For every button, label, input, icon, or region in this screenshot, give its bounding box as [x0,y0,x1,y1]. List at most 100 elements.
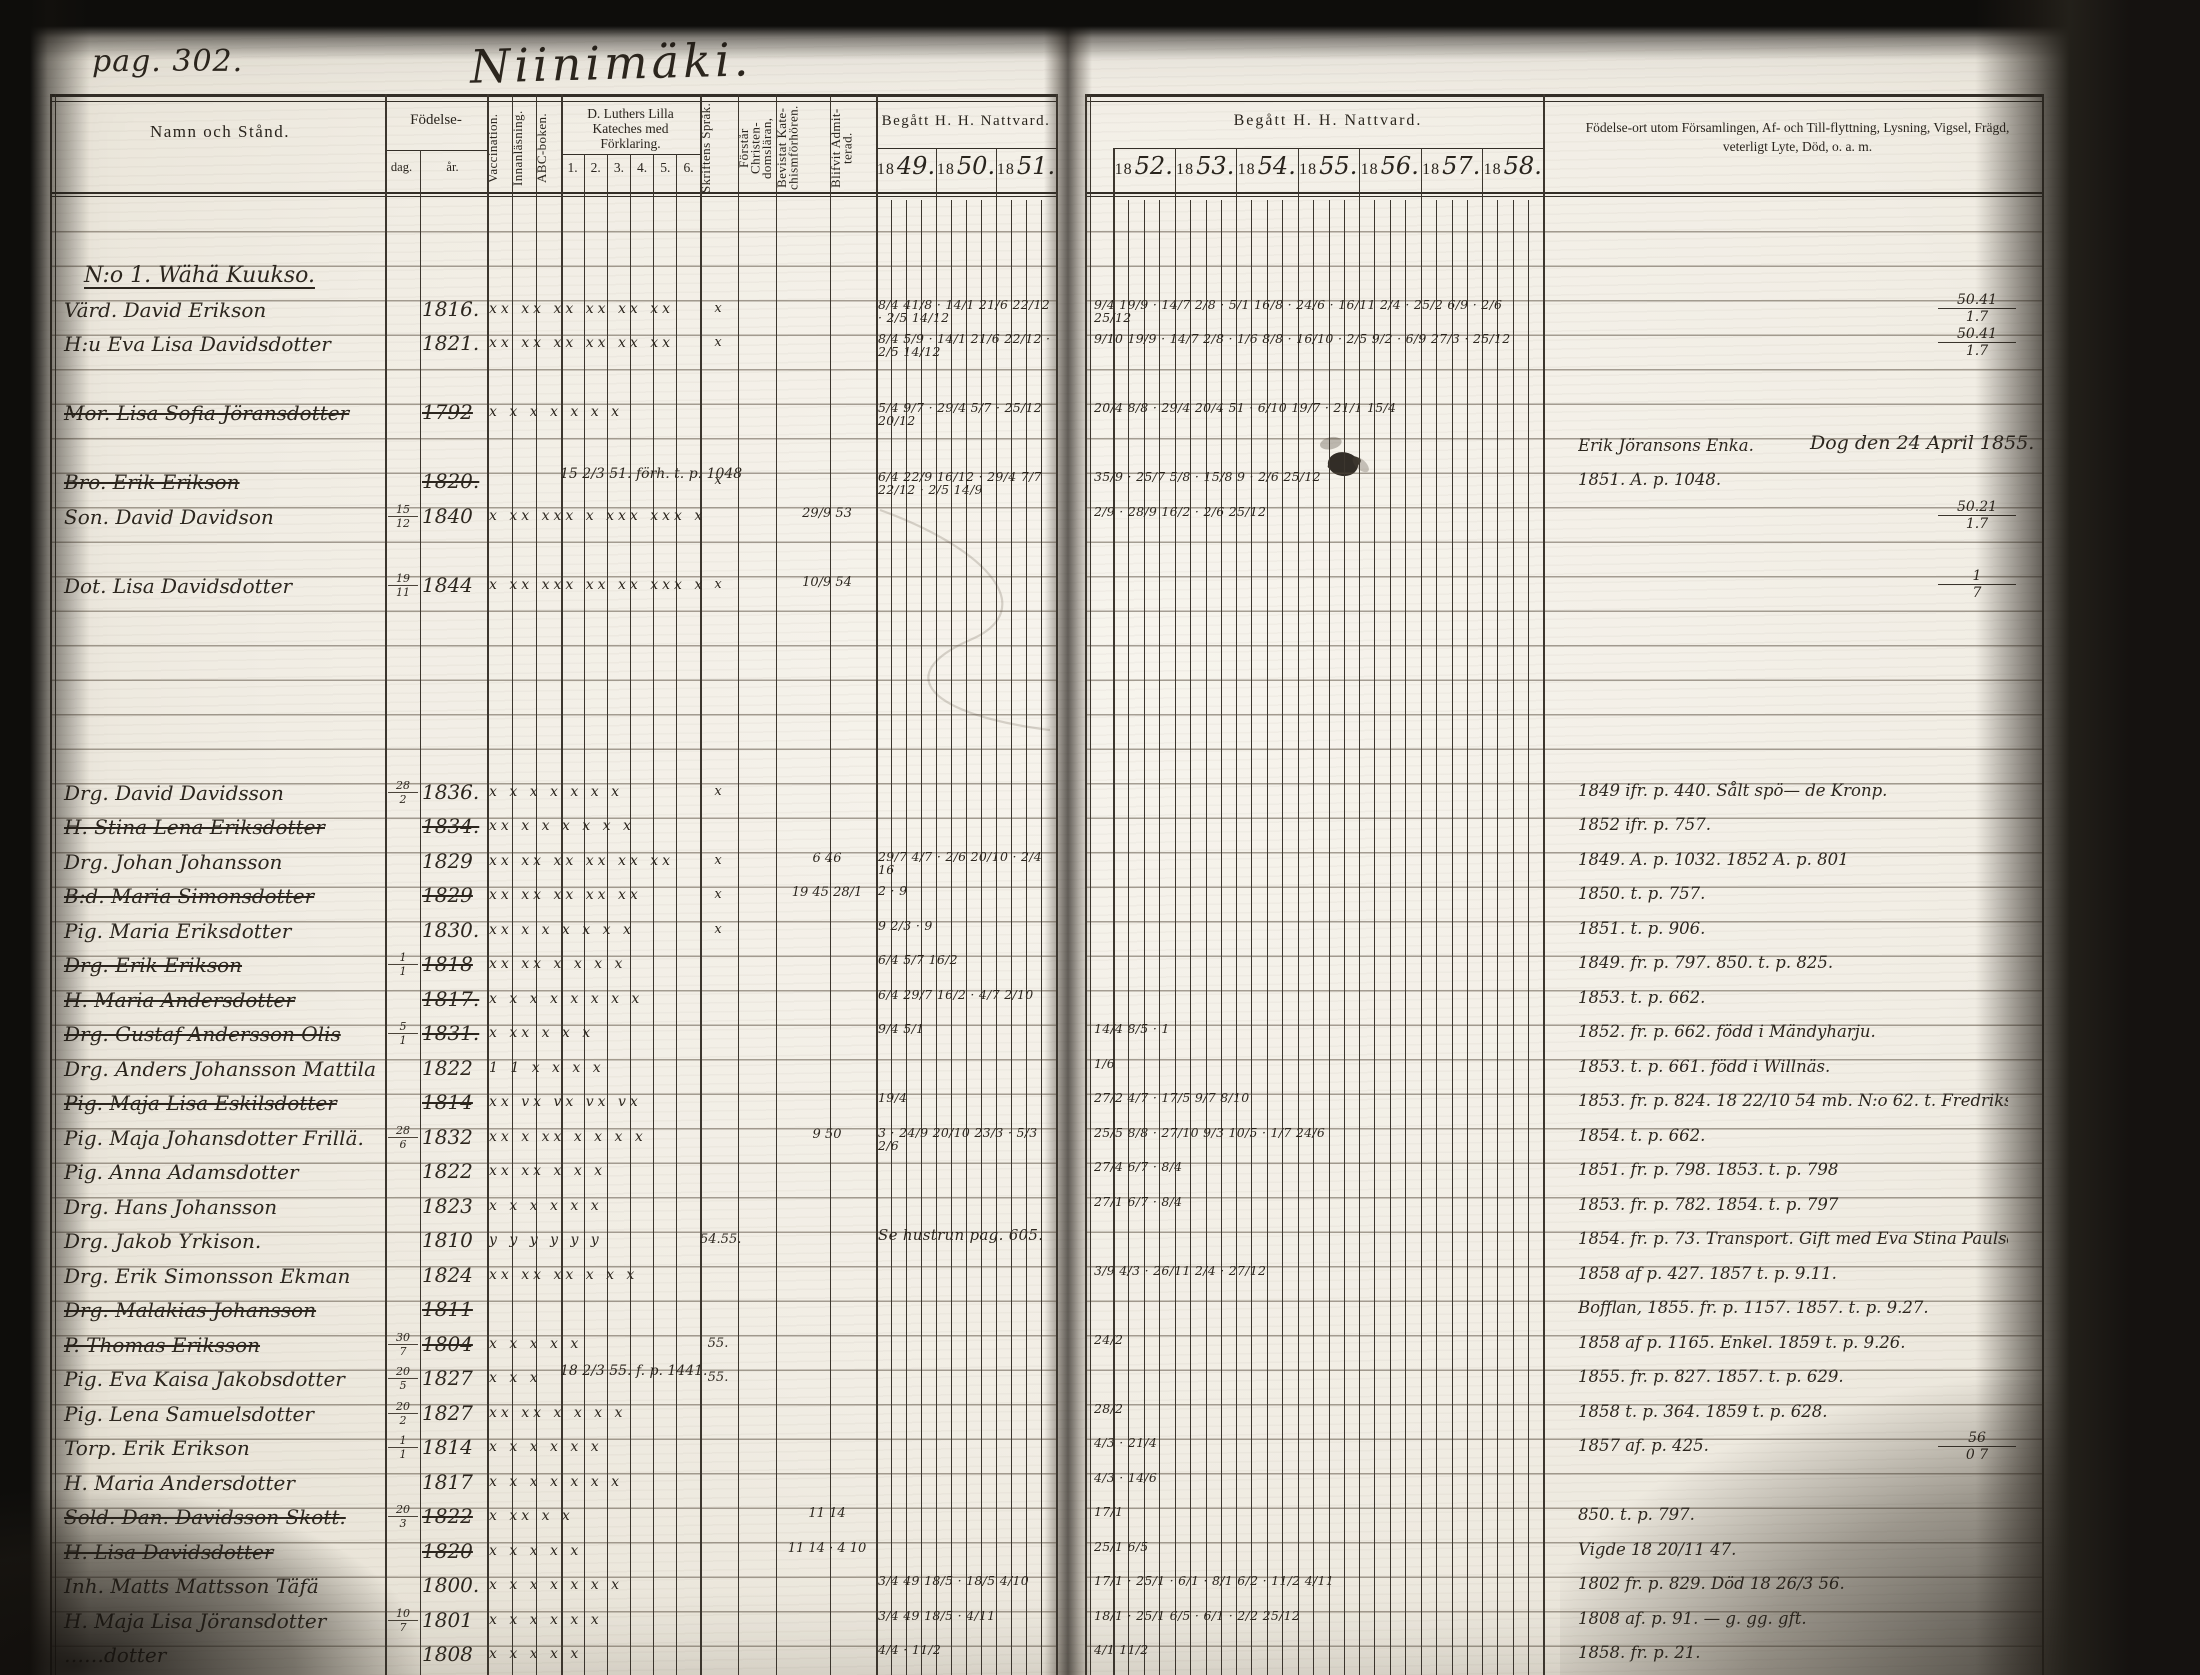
grid-vline [951,200,952,1675]
scripture-mark: x [714,300,722,316]
margin-note: 1852 ifr. p. 757. [1578,815,1711,834]
grid-vline [1435,200,1437,1675]
record-row: ……dotter 1808 x x x x x 4/4 · 11/2 4/1 11/2 1… [0,1639,2200,1673]
scripture-mark: x [714,783,722,799]
grid-vline [1113,148,1115,1675]
grid-vline [420,150,421,1675]
record-row: Torp. Erik Erikson 1 1 1814 x x x x x x 4/3 ·… [0,1430,2200,1466]
grid-hline [385,150,487,152]
grid-hline [1085,94,2042,97]
column-header-birth-day: dag. [390,160,413,174]
birth-day: 20 5 [388,1365,418,1392]
admitted-mark: 11 14 · 4 10 [787,1540,867,1556]
person-name: H. Stina Lena Eriksdotter [64,815,325,839]
record-row: Drg. Erik Erikson 1 1 1818 xx xx x x x x 6/4 … [0,949,2200,983]
catechism-marks: x xx x x x [489,1025,595,1041]
communion-dates-1852-58: 27/4 6/7 · 8/4 [1094,1160,1183,1173]
communion-dates-1849-51: 6/4 29/7 16/2 · 4/7 2/10 [878,987,1034,1001]
margin-note: 1851. fr. p. 798. 1853. t. p. 798 [1578,1160,1839,1179]
grid-vline [1390,200,1391,1675]
record-row: P. Thomas Eriksson 30 7 1804 x x x x x 55. 24/… [0,1329,2200,1363]
year-header: 1857. [1422,152,1481,180]
catechism-subcolumn-label: 3. [613,160,624,175]
communion-dates-1852-58: 4/1 11/2 [1094,1643,1149,1656]
grid-vline [738,94,739,1675]
birth-day: 15 12 [388,503,418,530]
grid-vline [561,94,563,1675]
admitted-mark: 29/9 53 [802,505,852,521]
record-row: H. Maria Andersdotter 1817. x x x x x x x … [0,984,2200,1018]
scripture-mark: 54.55. [700,1232,742,1247]
record-row: Inh. Matts Mattsson Täfä 1800. x x x x x x… [0,1570,2200,1604]
column-header-reading: Innanläsning. [510,110,525,186]
column-header-communion-right: Begått H. H. Nattvard. [1233,112,1423,129]
catechism-marks: x x x x x [489,1646,583,1662]
margin-note: 1854. t. p. 662. [1578,1125,1706,1145]
person-name: B:d. Maria Simonsdotter [64,884,315,908]
margin-note: 1853. t. p. 662. [1578,987,1706,1007]
communion-dates-1849-51: 19/4 [878,1091,908,1104]
person-name: Drg. Hans Johansson [64,1194,278,1219]
birth-year: 1844 [422,572,473,597]
catechism-marks: xx vx vx vx vx [489,1094,642,1110]
birth-year: 1820. [422,469,480,493]
person-name: Pig. Eva Kaisa Jakobsdotter [64,1367,345,1391]
scripture-mark: 55. [707,1335,729,1351]
catechism-marks: x x x x x x x [489,1577,623,1593]
grid-vline [1297,148,1299,1675]
margin-note: 1849. A. p. 1032. 1852 A. p. 801 [1578,849,1849,869]
grid-hline [50,94,1056,97]
column-header-vaccination: Vaccination. [485,113,500,183]
person-name: H:u Eva Lisa Davidsdotter [64,332,331,356]
person-name: Drg. Malakias Johansson [64,1298,317,1322]
grid-vline [676,154,677,1675]
death-note: Dog den 24 April 1855. [1810,431,2035,454]
person-name: H. Lisa Davidsdotter [64,1539,274,1564]
catechism-marks: x xx xxx xx xx xxx x x [489,576,704,593]
grid-vline [1359,148,1360,1675]
year-header: 1850. [936,152,996,180]
column-header-attended: Bevistat Kate- chismförhören. [774,105,801,191]
grid-vline [1466,200,1468,1675]
margin-note: 1808 af. p. 91. — g. gg. gft. [1578,1608,1807,1628]
grid-vline [1026,200,1027,1675]
record-row: Son. David Davidson 15 12 1840 x xx xxx x xx… [0,499,2200,535]
record-row: Drg. Anders Johansson Mattila 1822 1 1 x x… [0,1053,2200,1087]
grid-vline [906,200,907,1675]
catechism-note: 15 2/3 51. förh. t. p. 1048 [560,466,743,482]
record-row: Pig. Maja Johansdotter Frillä. 28 6 1832 xx … [0,1122,2200,1156]
birth-year: 1829 [422,848,473,873]
tally-fraction: 50.41 1.7 [1938,292,2016,325]
birth-day: 20 3 [388,1503,418,1530]
scripture-mark: x [714,887,722,902]
margin-note: 1849. fr. p. 797. 850. t. p. 825. [1578,953,1834,972]
catechism-marks: x x x [489,1370,542,1386]
column-header-admitted: Blifvit Admit- terad. [828,108,855,188]
grid-vline [1328,200,1330,1675]
grid-vline [996,148,997,1675]
birth-year: 1810 [422,1228,473,1252]
communion-dates-1849-51: 4/4 · 11/2 [878,1643,942,1656]
record-row: Drg. Erik Simonsson Ekman 1824 xx xx xx x … [0,1260,2200,1294]
person-name: H. Maria Andersdotter [64,1470,295,1495]
communion-dates-1852-58: 4/3 · 21/4 [1094,1436,1158,1449]
birth-year: 1801 [422,1607,473,1632]
catechism-marks: x xx xxx x xxx xxx x xx [489,507,704,524]
birth-year: 1836. [422,779,480,804]
grid-vline [1085,94,1088,1675]
birth-year: 1821. [422,331,480,355]
year-header: 1855. [1299,152,1358,180]
margin-note: Bofflan, 1855. fr. p. 1157. 1857. t. p. … [1578,1298,1929,1317]
record-row: Drg. Jakob Yrkison. 1810 y y y y y y 54.55.… [0,1225,2200,1259]
grid-vline [1451,200,1453,1675]
scripture-mark: x [714,473,722,488]
communion-dates-1852-58: 1/6 [1094,1056,1116,1070]
grid-vline [830,94,831,1675]
grid-hline [50,101,1056,103]
catechism-subcolumn-label: 1. [567,160,578,175]
birth-day: 20 2 [388,1400,418,1427]
communion-dates-1849-51: 29/7 4/7 · 2/6 20/10 · 2/4 16 [878,849,1043,876]
communion-dates-1852-58: 17/1 [1094,1505,1124,1518]
column-header-notes: Födelse-ort utom Församlingen, Af- och T… [1585,120,2010,154]
